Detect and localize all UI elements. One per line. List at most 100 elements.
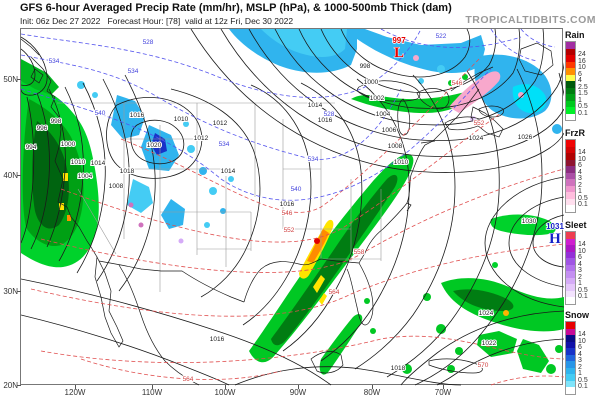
- legend-seg: [566, 277, 575, 284]
- legend-seg: [566, 140, 575, 147]
- run-info: Init: 06z Dec 27 2022 Forecast Hour: [78…: [20, 16, 293, 26]
- pressure-center-letter-L: L: [394, 45, 404, 61]
- lat-tick: [17, 385, 21, 386]
- thickness-cold-label: 528: [143, 39, 154, 46]
- legend-value-label: 10: [578, 247, 586, 255]
- forecast-hour: Forecast Hour: [78]: [107, 16, 181, 26]
- legend-value-label: 10: [578, 155, 586, 163]
- lon-tick-label: 110W: [141, 388, 163, 397]
- watermark: TROPICALTIDBITS.COM: [465, 14, 596, 26]
- legend-value-label: 24: [578, 51, 586, 58]
- legend-seg: [566, 192, 575, 199]
- legend-seg: [566, 55, 575, 62]
- thickness-warm-label: 564: [183, 376, 194, 383]
- legend-seg: [566, 387, 575, 394]
- mslp-label: 1018: [120, 168, 135, 175]
- legend-seg: [566, 264, 575, 271]
- lon-tick: [298, 385, 299, 389]
- legend-value-label: 0.1: [578, 109, 588, 117]
- legend-value-label: 3: [578, 175, 582, 182]
- legend-seg: [566, 354, 575, 361]
- legend-seg: [566, 341, 575, 348]
- map-area: 994 996 998 1000 1004 1008 1016 1020 1018 1010 101…: [20, 28, 564, 386]
- mslp-label: 1010: [71, 159, 86, 166]
- init-time: Init: 06z Dec 27 2022: [20, 16, 101, 26]
- mslp-label: 1026: [518, 134, 533, 141]
- mslp-label: 1016: [318, 117, 333, 124]
- legend-seg: [566, 374, 575, 381]
- mslp-label: 1008: [388, 143, 403, 150]
- thickness-warm-label: 552: [474, 120, 485, 127]
- legend-title-sleet: Sleet: [565, 220, 587, 230]
- legend-seg: [566, 335, 575, 342]
- lon-tick: [372, 385, 373, 389]
- lon-tick-label: 100W: [214, 388, 236, 397]
- legend-value-label: 4: [578, 168, 582, 176]
- thickness-warm-label: 558: [354, 249, 365, 256]
- valid-time: valid at 12z Fri, Dec 30 2022: [184, 16, 294, 26]
- lat-tick: [17, 79, 21, 80]
- legend-colorbar-sleet: [565, 231, 576, 305]
- legend-value-label: 1.5: [578, 90, 588, 97]
- legend-seg: [566, 290, 575, 297]
- pressure-center-value: 997: [392, 36, 406, 45]
- legend-value-label: 4: [578, 350, 582, 358]
- precip-rain-layer: [21, 49, 564, 375]
- legend-value-label: 6: [578, 254, 582, 261]
- lon-tick-label: 70W: [434, 388, 452, 397]
- mslp-label: 1016: [130, 112, 145, 119]
- legend-seg: [566, 159, 575, 166]
- page-title: GFS 6-hour Averaged Precip Rate (mm/hr),…: [20, 2, 452, 14]
- lon-tick-label: 120W: [64, 388, 86, 397]
- legend-value-label: 0.1: [578, 383, 588, 390]
- mslp-contours: [21, 29, 564, 386]
- legend-value-label: 2: [578, 181, 582, 189]
- lat-tick-label: 40N: [3, 171, 18, 180]
- legend-value-label: 2: [578, 363, 582, 371]
- thickness-warm-label: 546: [452, 80, 463, 87]
- legend-seg: [566, 153, 575, 160]
- legend-seg: [566, 166, 575, 173]
- legend-value-label: 16: [578, 57, 586, 65]
- legend-value-label: 3: [578, 357, 582, 364]
- mslp-label: 1018: [391, 365, 406, 372]
- thickness-warm-label: 570: [478, 362, 489, 369]
- lat-tick-label: 20N: [3, 381, 18, 390]
- legend-value-label: 10: [578, 64, 586, 71]
- mslp-label: 1002: [370, 95, 385, 102]
- legend-seg: [566, 251, 575, 258]
- mslp-label: 1014: [308, 102, 323, 109]
- legend-value-label: 0.1: [578, 293, 588, 300]
- precip-freezing-rain-layer: [128, 55, 524, 244]
- legend-value-label: 6: [578, 70, 582, 78]
- legend-value-label: 2: [578, 273, 582, 281]
- mslp-label: 1030: [522, 218, 537, 225]
- legend-seg: [566, 74, 575, 81]
- legend-value-label: 1: [578, 370, 582, 377]
- mslp-label: 1020: [147, 142, 162, 149]
- legend-seg: [566, 284, 575, 291]
- legend-seg: [566, 42, 575, 49]
- legend-seg: [566, 322, 575, 329]
- legend-seg: [566, 361, 575, 368]
- lon-tick-label: 90W: [289, 388, 307, 397]
- legend-value-label: 0.5: [578, 376, 588, 384]
- lat-tick-label: 50N: [3, 75, 18, 84]
- legend-value-label: 4: [578, 260, 582, 268]
- thickness-cold-label: 534: [219, 141, 230, 148]
- thickness-warm-contours: [30, 56, 564, 386]
- mslp-label: 1024: [479, 310, 494, 317]
- mslp-label: 1016: [210, 336, 225, 343]
- lon-tick: [152, 385, 153, 389]
- legend-seg: [566, 48, 575, 55]
- mslp-label: 1012: [194, 135, 209, 142]
- lat-tick: [17, 175, 21, 176]
- lon-tick: [225, 385, 226, 389]
- legend-seg: [566, 238, 575, 245]
- legend-seg: [566, 328, 575, 335]
- weather-map-svg: 9949969981000100410081016102010181010101…: [21, 29, 564, 386]
- legend-value-label: 4: [578, 77, 582, 84]
- legend-colorbar-snow: [565, 321, 576, 395]
